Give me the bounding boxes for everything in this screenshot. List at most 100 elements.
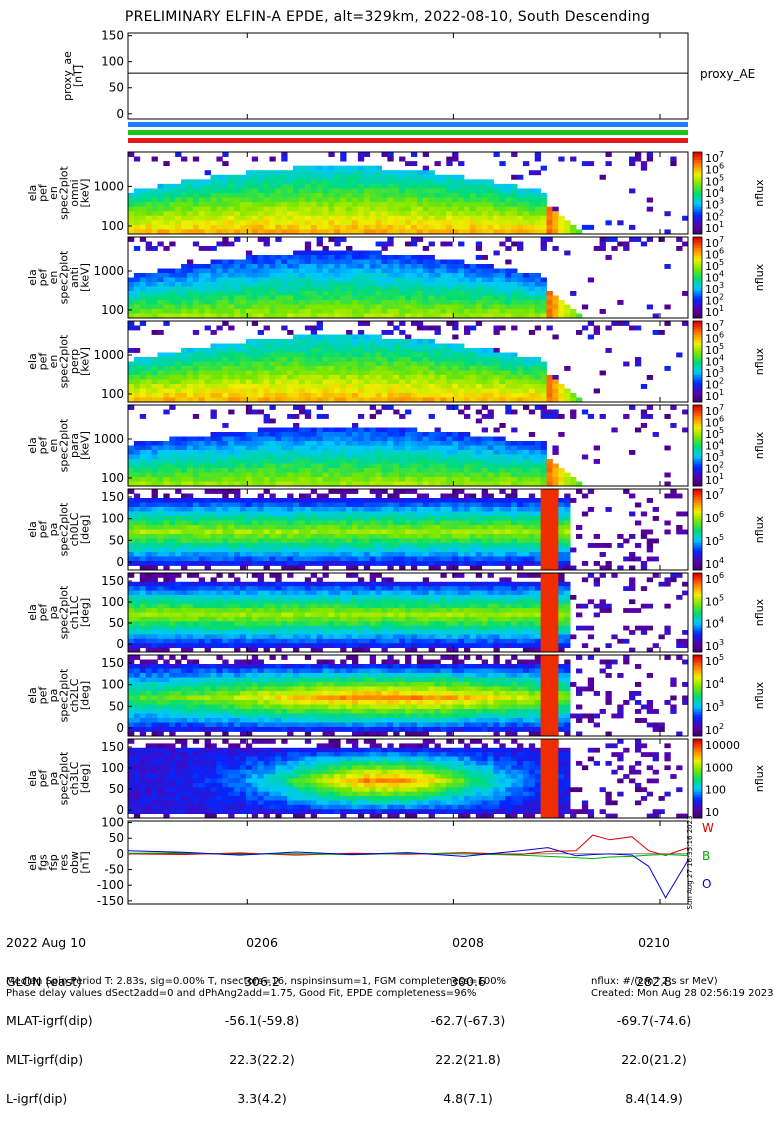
heatmap-cell bbox=[269, 198, 275, 203]
heatmap-cell bbox=[328, 357, 334, 362]
heatmap-cell bbox=[558, 432, 564, 437]
heatmap-cell bbox=[157, 375, 163, 380]
heatmap-cell bbox=[275, 305, 281, 310]
heatmap-cell bbox=[128, 220, 134, 225]
heatmap-cell bbox=[488, 441, 494, 446]
heatmap-cell bbox=[169, 291, 175, 296]
heatmap-cell bbox=[499, 380, 505, 385]
heatmap-cell bbox=[381, 202, 387, 207]
heatmap-cell bbox=[157, 530, 163, 535]
heatmap-cell bbox=[187, 300, 193, 305]
heatmap-cell bbox=[287, 179, 293, 184]
heatmap-cell bbox=[505, 375, 511, 380]
heatmap-cell bbox=[193, 534, 199, 539]
heatmap-cell bbox=[417, 384, 423, 389]
heatmap-cell bbox=[464, 326, 470, 331]
heatmap-cell bbox=[505, 309, 511, 314]
heatmap-cell bbox=[187, 384, 193, 389]
heatmap-cell bbox=[340, 353, 346, 358]
heatmap-cell bbox=[393, 269, 399, 274]
heatmap-cell bbox=[458, 437, 464, 442]
heatmap-cell bbox=[529, 188, 535, 193]
heatmap-cell bbox=[228, 225, 234, 230]
heatmap-cell bbox=[417, 188, 423, 193]
heatmap-cell bbox=[682, 216, 688, 221]
heatmap-cell bbox=[134, 193, 140, 198]
heatmap-cell bbox=[505, 477, 511, 482]
heatmap-cell bbox=[334, 432, 340, 437]
heatmap-cell bbox=[134, 202, 140, 207]
heatmap-cell bbox=[317, 389, 323, 394]
heatmap-cell bbox=[234, 459, 240, 464]
heatmap-cell bbox=[458, 305, 464, 310]
heatmap-cell bbox=[381, 309, 387, 314]
heatmap-cell bbox=[287, 468, 293, 473]
heatmap-cell bbox=[334, 269, 340, 274]
heatmap-cell bbox=[228, 450, 234, 455]
heatmap-cell bbox=[187, 459, 193, 464]
heatmap-cell bbox=[193, 539, 199, 544]
heatmap-cell bbox=[299, 188, 305, 193]
heatmap-cell bbox=[517, 242, 523, 247]
heatmap-cell bbox=[340, 507, 346, 512]
heatmap-cell bbox=[488, 211, 494, 216]
heatmap-cell bbox=[146, 539, 152, 544]
heatmap-cell bbox=[381, 207, 387, 212]
heatmap-cell bbox=[328, 459, 334, 464]
heatmap-cell bbox=[311, 260, 317, 265]
heatmap-cell bbox=[547, 393, 553, 398]
heatmap-cell bbox=[387, 152, 393, 157]
heatmap-cell bbox=[334, 220, 340, 225]
heatmap-cell bbox=[163, 188, 169, 193]
heatmap-cell bbox=[152, 366, 158, 371]
heatmap-cell bbox=[376, 507, 382, 512]
heatmap-cell bbox=[511, 428, 517, 433]
heatmap-cell bbox=[452, 264, 458, 269]
heatmap-cell bbox=[163, 321, 169, 326]
heatmap-cell bbox=[293, 380, 299, 385]
heatmap-cell bbox=[340, 498, 346, 503]
heatmap-cell bbox=[452, 362, 458, 367]
heatmap-cell bbox=[252, 543, 258, 548]
heatmap-cell bbox=[370, 414, 376, 419]
heatmap-cell bbox=[659, 237, 665, 242]
heatmap-cell bbox=[570, 410, 576, 415]
heatmap-cell bbox=[228, 371, 234, 376]
heatmap-cell bbox=[470, 300, 476, 305]
heatmap-cell bbox=[387, 198, 393, 203]
heatmap-cell bbox=[340, 357, 346, 362]
heatmap-cell bbox=[216, 543, 222, 548]
heatmap-cell bbox=[340, 282, 346, 287]
heatmap-cell bbox=[317, 362, 323, 367]
heatmap-cell bbox=[128, 530, 134, 535]
heatmap-cell bbox=[429, 242, 435, 247]
heatmap-cell bbox=[493, 207, 499, 212]
heatmap-cell bbox=[511, 375, 517, 380]
colorbar-1 bbox=[693, 152, 702, 235]
heatmap-cell bbox=[340, 193, 346, 198]
heatmap-cell bbox=[264, 348, 270, 353]
heatmap-cell bbox=[293, 278, 299, 283]
heatmap-cell bbox=[287, 494, 293, 499]
heatmap-cell bbox=[328, 344, 334, 349]
heatmap-cell bbox=[157, 225, 163, 230]
heatmap-cell bbox=[405, 291, 411, 296]
heatmap-cell bbox=[211, 296, 217, 301]
heatmap-cell bbox=[205, 516, 211, 521]
heatmap-cell bbox=[417, 305, 423, 310]
heatmap-cell bbox=[381, 521, 387, 526]
heatmap-cell bbox=[258, 211, 264, 216]
heatmap-cell bbox=[505, 455, 511, 460]
heatmap-cell bbox=[470, 216, 476, 221]
heatmap-cell bbox=[458, 282, 464, 287]
heatmap-cell bbox=[252, 184, 258, 189]
heatmap-cell bbox=[635, 237, 641, 242]
heatmap-cell bbox=[222, 561, 228, 566]
heatmap-cell bbox=[340, 375, 346, 380]
heatmap-cell bbox=[258, 296, 264, 301]
heatmap-cell bbox=[169, 405, 175, 410]
heatmap-cell bbox=[493, 152, 499, 157]
heatmap-cell bbox=[476, 269, 482, 274]
heatmap-cell bbox=[311, 273, 317, 278]
heatmap-cell bbox=[199, 264, 205, 269]
